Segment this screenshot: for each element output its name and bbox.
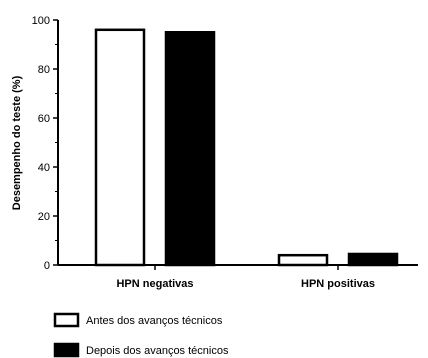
legend-swatch xyxy=(53,342,80,358)
x-category-label: HPN negativas xyxy=(116,278,193,290)
bar-depois-1 xyxy=(347,252,399,267)
x-category-label: HPN positivas xyxy=(301,278,375,290)
y-tick-label: 0 xyxy=(44,260,50,272)
legend: Antes dos avanços técnicos Depois dos ava… xyxy=(53,312,229,358)
y-tick-label: 40 xyxy=(38,162,50,174)
y-tick-label: 100 xyxy=(32,15,50,27)
legend-swatch xyxy=(53,312,80,328)
y-tick-label: 80 xyxy=(38,64,50,76)
legend-label: Antes dos avanços técnicos xyxy=(86,315,223,327)
bar-depois-0 xyxy=(164,31,216,267)
y-axis-label: Desempenho do teste (%) xyxy=(11,75,23,210)
y-tick-label: 60 xyxy=(38,113,50,125)
bars xyxy=(94,28,399,267)
legend-label: Depois dos avanços técnicos xyxy=(86,345,229,357)
bar-antes-1 xyxy=(277,253,329,267)
axes: 0 20 40 60 80 100 HPN negativas HPN positivas xyxy=(32,15,418,290)
y-tick-label: 20 xyxy=(38,211,50,223)
bar-antes-0 xyxy=(94,28,146,267)
